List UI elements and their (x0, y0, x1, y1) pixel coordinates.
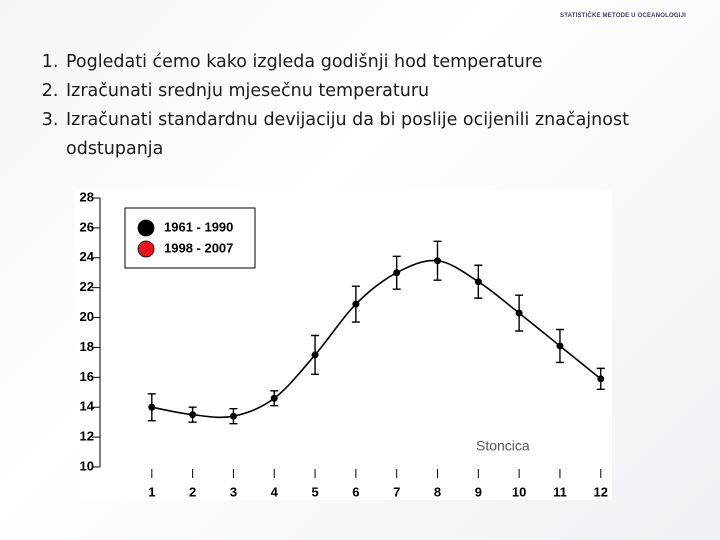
x-tick-label: 2 (189, 484, 196, 499)
y-tick-label: 14 (80, 399, 95, 414)
x-tick-label: 4 (271, 484, 279, 499)
data-point (311, 351, 319, 359)
y-tick-label: 20 (80, 309, 94, 324)
bullet-list: Pogledati ćemo kako izgleda godišnji hod… (30, 48, 664, 164)
y-tick-label: 26 (80, 219, 94, 234)
x-tick-label: 8 (434, 484, 441, 499)
y-tick-label: 22 (80, 279, 94, 294)
y-tick-label: 18 (80, 339, 94, 354)
data-point (270, 394, 278, 402)
data-point (597, 375, 605, 383)
legend-box (124, 207, 256, 269)
data-point (148, 403, 156, 411)
data-point (189, 411, 197, 419)
x-tick-label: 12 (594, 484, 608, 499)
y-tick-label: 24 (80, 249, 95, 264)
x-tick-label: 6 (352, 484, 359, 499)
list-item: Pogledati ćemo kako izgleda godišnji hod… (64, 48, 664, 77)
data-point (229, 412, 237, 420)
y-tick-label: 16 (80, 369, 94, 384)
x-tick-label: 3 (230, 484, 237, 499)
header: STATISTIČKE METODE U OCEANOLOGIJI (560, 13, 686, 19)
legend-marker (137, 219, 155, 237)
data-point (352, 300, 360, 308)
data-point (474, 278, 482, 286)
y-tick-label: 28 (80, 189, 94, 204)
legend-label: 1998 - 2007 (164, 240, 233, 255)
y-tick-label: 12 (80, 429, 94, 444)
data-point (515, 309, 523, 317)
data-point (556, 342, 564, 350)
x-tick-label: 7 (393, 484, 400, 499)
data-point (434, 257, 442, 265)
data-point (393, 269, 401, 277)
y-tick-label: 10 (80, 458, 94, 473)
x-tick-label: 10 (512, 484, 526, 499)
annotation: Stoncica (476, 438, 530, 454)
x-tick-label: 9 (475, 484, 482, 499)
x-tick-label: 11 (553, 484, 567, 499)
legend-marker (137, 240, 155, 258)
legend-label: 1961 - 1990 (164, 219, 233, 234)
x-tick-label: 5 (311, 484, 318, 499)
list-item: Izračunati standardnu devijaciju da bi p… (64, 106, 664, 164)
x-tick-label: 1 (148, 484, 155, 499)
list-item: Izračunati srednju mjesečnu temperaturu (64, 77, 664, 106)
